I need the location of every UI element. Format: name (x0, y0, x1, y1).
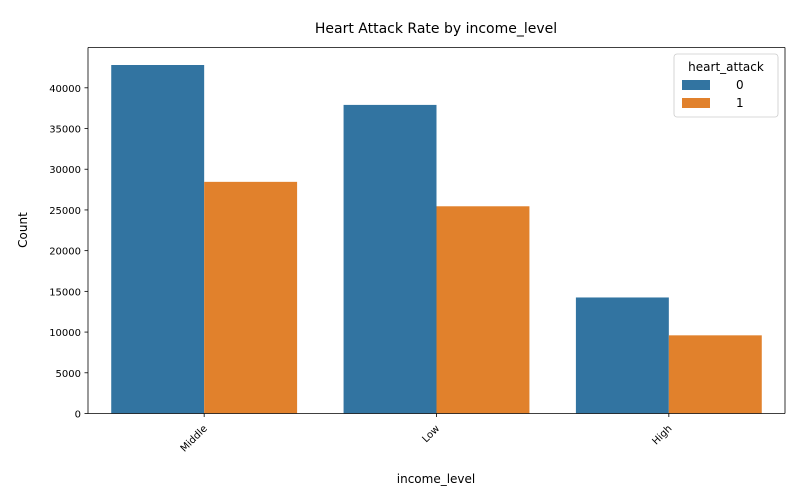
x-axis-label: income_level (397, 472, 476, 486)
y-tick-label: 30000 (49, 165, 81, 176)
y-tick-label: 20000 (49, 247, 81, 258)
bar-middle-series-0 (111, 65, 205, 414)
y-tick-label: 25000 (49, 206, 81, 217)
bar-high-series-0 (575, 297, 669, 414)
x-tick-label-low: Low (420, 423, 442, 445)
y-axis: 0 5000 10000 15000 20000 25000 30000 35000 40000 (49, 84, 88, 421)
y-tick-label: 15000 (49, 287, 81, 298)
bar-low-series-0 (343, 104, 437, 414)
legend-label-1: 1 (736, 96, 744, 110)
x-tick-label-high: High (650, 423, 674, 447)
x-tick-label-middle: Middle (179, 423, 210, 454)
bars-group (111, 65, 762, 414)
bar-low-series-1 (436, 206, 530, 414)
bar-middle-series-1 (204, 181, 298, 414)
y-tick-label: 5000 (56, 369, 81, 380)
legend-swatch-0 (682, 80, 710, 90)
y-tick-label: 0 (75, 410, 81, 421)
bar-high-series-1 (668, 335, 762, 414)
legend-label-0: 0 (736, 78, 744, 92)
x-axis: Middle Low High (179, 413, 674, 455)
legend-swatch-1 (682, 98, 710, 108)
y-axis-label: Count (16, 212, 30, 248)
y-tick-label: 35000 (49, 125, 81, 136)
legend: heart_attack 0 1 (673, 53, 779, 118)
chart-title: Heart Attack Rate by income_level (315, 21, 557, 37)
legend-title: heart_attack (688, 60, 764, 74)
y-tick-label: 10000 (49, 328, 81, 339)
y-tick-label: 40000 (49, 84, 81, 95)
